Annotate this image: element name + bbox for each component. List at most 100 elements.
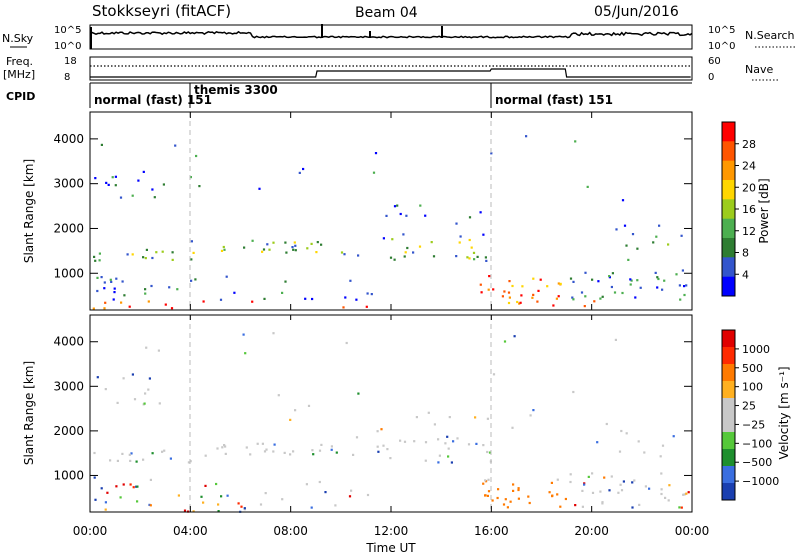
range-gate-cell: [508, 280, 511, 283]
range-gate-cell: [532, 277, 535, 280]
range-gate-cell: [216, 447, 219, 450]
range-gate-cell: [608, 489, 611, 492]
range-gate-cell: [491, 499, 494, 502]
range-gate-cell: [100, 143, 103, 146]
range-gate-cell: [475, 442, 478, 445]
range-gate-cell: [145, 346, 148, 349]
range-gate-cell: [430, 241, 433, 244]
beam-title: Beam 04: [355, 5, 418, 21]
range-gate-cell: [284, 241, 287, 244]
range-gate-cell: [144, 392, 147, 395]
range-gate-cell: [259, 503, 263, 506]
range-gate-cell: [532, 293, 535, 296]
range-gate-cell: [403, 255, 406, 258]
range-gate-cell: [330, 445, 333, 448]
range-gate-cell: [121, 452, 124, 455]
range-gate-cell: [557, 282, 560, 285]
range-gate-cell: [200, 495, 203, 498]
range-gate-cell: [629, 283, 632, 286]
range-gate-cell: [531, 296, 534, 299]
range-gate-cell: [119, 196, 123, 199]
range-gate-cell: [593, 300, 596, 303]
range-gate-cell: [467, 443, 471, 446]
range-gate-cell: [377, 450, 380, 453]
range-gate-cell: [631, 233, 635, 236]
range-gate-cell: [385, 214, 388, 217]
range-gate-cell: [263, 450, 267, 453]
range-gate-cell: [652, 241, 655, 244]
cpid-segment-2: themis 3300: [194, 83, 278, 97]
range-gate-cell: [320, 443, 323, 446]
range-gate-cell: [569, 277, 573, 280]
range-gate-cell: [372, 171, 376, 174]
range-gate-cell: [266, 243, 269, 246]
range-gate-cell: [283, 451, 286, 454]
range-gate-cell: [631, 481, 634, 484]
range-gate-cell: [480, 291, 483, 294]
range-gate-cell: [129, 483, 132, 486]
range-gate-cell: [484, 479, 487, 482]
range-gate-cell: [148, 377, 151, 380]
range-gate-cell: [485, 259, 488, 262]
range-gate-cell: [142, 170, 145, 173]
range-gate-cell: [636, 279, 639, 282]
range-gate-cell: [629, 278, 632, 281]
range-gate-cell: [92, 307, 95, 310]
range-gate-cell: [116, 459, 119, 462]
range-gate-cell: [448, 416, 451, 419]
range-gate-cell: [294, 249, 297, 252]
range-gate-cell: [601, 295, 604, 298]
range-gate-cell: [680, 234, 683, 237]
range-gate-cell: [316, 241, 319, 244]
range-gate-cell: [93, 476, 96, 479]
range-gate-cell: [122, 483, 125, 486]
range-gate-cell: [145, 248, 148, 251]
freq-left-tick-bottom: 8: [64, 72, 70, 83]
colorbar-tick-label: 12: [742, 225, 756, 238]
range-gate-cell: [393, 205, 397, 208]
range-gate-cell: [468, 216, 472, 219]
range-gate-cell: [251, 300, 254, 303]
range-gate-cell: [482, 482, 485, 485]
range-gate-cell: [306, 247, 309, 250]
range-gate-cell: [487, 490, 491, 493]
range-gate-cell: [366, 292, 369, 295]
range-gate-cell: [171, 251, 174, 254]
range-gate-cell: [311, 449, 314, 452]
range-gate-cell: [391, 238, 394, 241]
range-gate-cell: [664, 496, 667, 499]
range-gate-cell: [223, 444, 226, 447]
freq-panel: Freq. [MHz] 18 8 60 0 Nave: [3, 55, 778, 83]
range-gate-cell: [424, 441, 428, 444]
range-gate-cell: [507, 291, 511, 294]
range-gate-cell: [608, 275, 611, 278]
range-gate-cell: [486, 450, 489, 454]
range-gate-cell: [96, 376, 99, 379]
range-gate-cell: [415, 416, 418, 419]
range-gate-cell: [685, 492, 688, 495]
range-gate-cell: [340, 251, 344, 254]
range-gate-cell: [419, 204, 422, 207]
range-gate-cell: [581, 505, 584, 508]
range-gate-cell: [176, 288, 179, 291]
range-gate-cell: [468, 257, 471, 260]
range-gate-cell: [315, 251, 318, 254]
range-gate-cell: [520, 294, 523, 297]
range-gate-cell: [153, 196, 156, 199]
range-gate-cell: [660, 488, 663, 491]
x-axis-label: Time UT: [365, 541, 416, 554]
range-gate-cell: [486, 417, 489, 420]
range-gate-cell: [506, 506, 509, 509]
range-gate-cell: [615, 228, 618, 231]
colorbar-swatch: [722, 347, 735, 365]
range-gate-cell: [603, 476, 606, 479]
colorbar-swatch: [722, 466, 735, 484]
range-gate-cell: [194, 278, 197, 281]
range-gate-cell: [532, 409, 535, 412]
range-gate-cell: [151, 452, 154, 455]
range-gate-cell: [304, 297, 307, 300]
range-gate-cell: [517, 487, 520, 490]
range-gate-cell: [601, 501, 604, 504]
range-gate-cell: [243, 246, 246, 249]
range-gate-cell: [225, 275, 228, 278]
